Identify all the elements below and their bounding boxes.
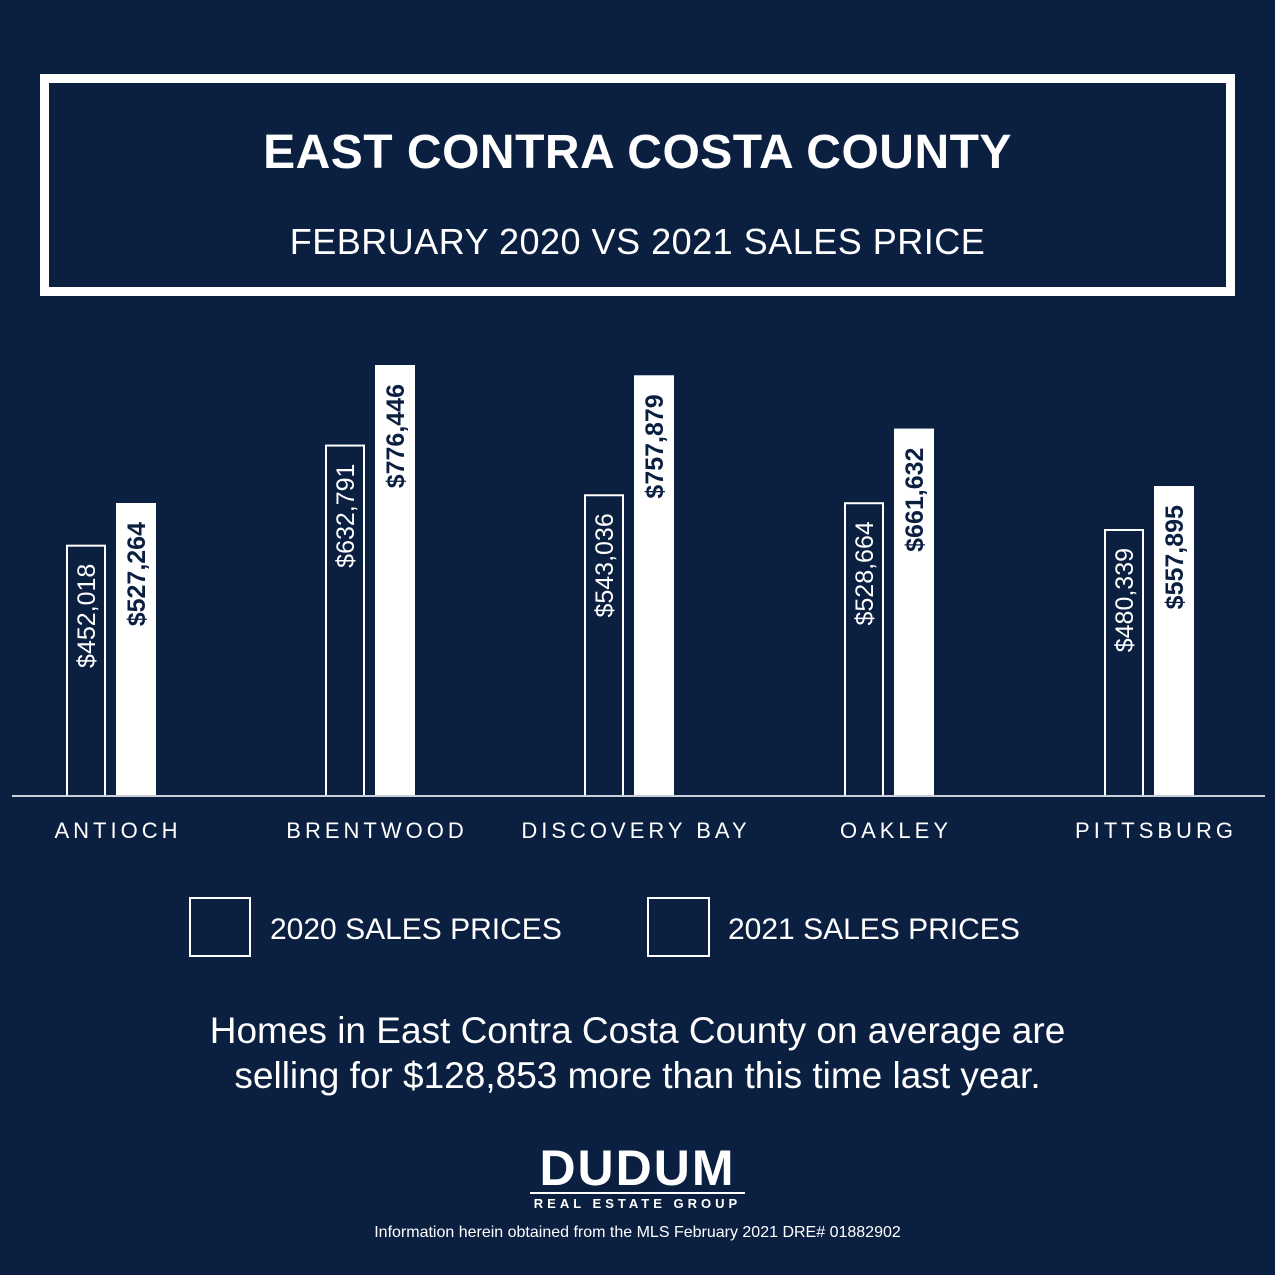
category-label-brentwood: BRENTWOOD <box>286 818 467 843</box>
title-box: EAST CONTRA COSTA COUNTY FEBRUARY 2020 V… <box>40 74 1235 296</box>
chart-title: EAST CONTRA COSTA COUNTY <box>263 126 1012 179</box>
data-label-2021-oakley: $661,632 <box>901 448 929 552</box>
legend-label-2020: 2020 SALES PRICES <box>270 913 562 946</box>
summary-line-2: selling for $128,853 more than this time… <box>234 1055 1041 1096</box>
category-label-pittsburg: PITTSBURG <box>1075 818 1237 843</box>
summary-line-1: Homes in East Contra Costa County on ave… <box>209 1010 1066 1051</box>
data-label-2020-discovery-bay: $543,036 <box>591 513 619 617</box>
legend-label-2021: 2021 SALES PRICES <box>728 913 1020 946</box>
bar-2021-pittsburg <box>1154 486 1194 797</box>
category-label-discovery-bay: DISCOVERY BAY <box>521 818 750 843</box>
data-label-2020-brentwood: $632,791 <box>332 464 360 568</box>
summary-text: Homes in East Contra Costa County on ave… <box>0 1008 1275 1098</box>
data-label-2021-antioch: $527,264 <box>123 522 151 626</box>
data-label-2021-pittsburg: $557,895 <box>1161 505 1189 609</box>
bar-2021-brentwood <box>375 365 415 797</box>
legend-swatch-2020 <box>189 897 251 957</box>
data-label-2021-brentwood: $776,446 <box>382 384 410 488</box>
bar-2021-oakley <box>894 428 934 797</box>
legend-swatch-2021 <box>647 897 710 957</box>
bar-chart: $452,018 $527,264 ANTIOCH $632,791 $776,446 B… <box>12 365 1265 843</box>
bar-2021-antioch <box>116 502 156 797</box>
category-label-antioch: ANTIOCH <box>55 818 182 843</box>
logo-tagline: REAL ESTATE GROUP <box>533 1196 742 1211</box>
data-label-2021-discovery-bay: $757,879 <box>641 394 669 498</box>
data-label-2020-antioch: $452,018 <box>73 564 101 668</box>
data-label-2020-oakley: $528,664 <box>851 521 879 625</box>
bar-2021-discovery-bay <box>634 375 674 798</box>
category-label-oakley: OAKLEY <box>840 818 952 843</box>
footer-disclaimer: Information herein obtained from the MLS… <box>374 1224 901 1241</box>
bar-2020-antioch <box>66 544 106 797</box>
chart-subtitle: FEBRUARY 2020 VS 2021 SALES PRICE <box>289 221 986 262</box>
logo-divider <box>530 1192 745 1194</box>
data-label-2020-pittsburg: $480,339 <box>1111 548 1139 652</box>
logo-name: DUDUM <box>539 1140 736 1196</box>
